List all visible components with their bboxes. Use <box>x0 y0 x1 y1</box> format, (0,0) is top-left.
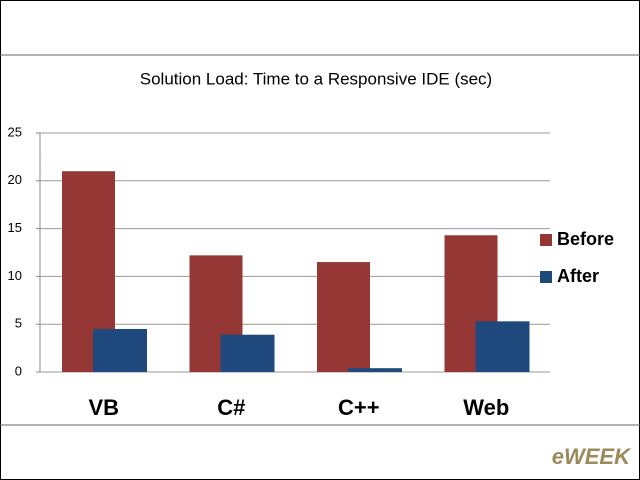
y-tick-label: 0 <box>15 363 22 378</box>
bar <box>348 368 402 372</box>
x-tick-label: VB <box>88 395 119 420</box>
x-tick-label: Web <box>463 395 509 420</box>
y-tick-label: 10 <box>8 268 22 283</box>
bar <box>220 334 275 372</box>
x-tick-label: C# <box>217 395 245 420</box>
y-tick-label: 25 <box>8 124 22 139</box>
bar <box>317 262 370 372</box>
y-tick-label: 5 <box>15 316 22 331</box>
logo: eWEEK <box>552 444 632 469</box>
bar <box>93 328 147 372</box>
chart-title: Solution Load: Time to a Responsive IDE … <box>140 69 492 88</box>
legend-label: Before <box>557 229 614 249</box>
legend-swatch <box>540 234 552 246</box>
bar <box>475 321 530 372</box>
y-tick-label: 15 <box>8 220 22 235</box>
x-tick-label: C++ <box>338 395 380 420</box>
legend-label: After <box>557 266 599 286</box>
y-tick-label: 20 <box>8 172 22 187</box>
legend-swatch <box>540 271 552 283</box>
